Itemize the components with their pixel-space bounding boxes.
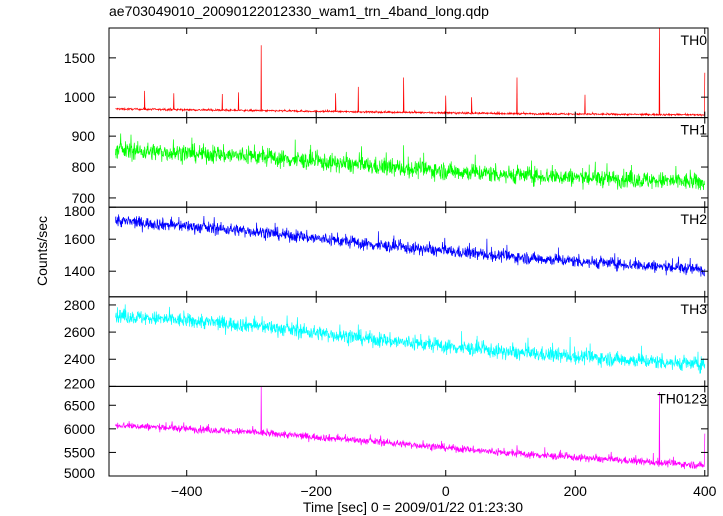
x-tick-label: 200 xyxy=(564,483,588,499)
panel-label-th0123: TH0123 xyxy=(657,390,707,406)
y-tick-label: 5500 xyxy=(64,444,95,460)
panel-th0: 1000 1500 TH0 xyxy=(64,27,709,119)
x-tick-label: −200 xyxy=(300,483,332,499)
x-axis: −400 −200 0 200 400 xyxy=(171,483,717,499)
series-line-th2 xyxy=(115,214,706,277)
panel-th2: 1400 1600 1800 TH2 xyxy=(64,203,709,298)
y-tick-label: 2200 xyxy=(64,375,95,391)
panel-th3: 2200 2400 2600 2800 TH3 xyxy=(64,296,709,391)
y-tick-label: 900 xyxy=(72,128,96,144)
y-tick-label: 2400 xyxy=(64,351,95,367)
series-line-th0 xyxy=(115,28,706,117)
x-tick-label: 400 xyxy=(693,483,717,499)
panel-label-th0: TH0 xyxy=(681,32,708,48)
series-line-th0123 xyxy=(115,386,706,470)
y-tick-label: 2600 xyxy=(64,324,95,340)
y-tick-label: 1400 xyxy=(64,263,95,279)
panels: 1000 1500 TH0 700 800 900 TH1 1400 1600 1800 TH2 22… xyxy=(64,27,709,481)
y-tick-label: 1800 xyxy=(64,203,95,219)
series-line-th3 xyxy=(115,304,706,374)
y-tick-label: 800 xyxy=(72,159,96,175)
y-axis-label: Counts/sec xyxy=(34,216,50,286)
y-tick-label: 2800 xyxy=(64,297,95,313)
panel-th0123: 5000 5500 6000 6500 TH0123 xyxy=(64,385,709,481)
y-tick-label: 1600 xyxy=(64,231,95,247)
x-axis-label: Time [sec] 0 = 2009/01/22 01:23:30 xyxy=(303,499,523,515)
panel-label-th1: TH1 xyxy=(681,122,708,138)
y-tick-label: 5000 xyxy=(64,465,95,481)
x-tick-label: 0 xyxy=(442,483,450,499)
panel-frame xyxy=(108,206,709,298)
panel-frame xyxy=(108,385,709,477)
chart-title: ae703049010_20090122012330_wam1_trn_4ban… xyxy=(109,3,489,19)
panel-label-th2: TH2 xyxy=(681,211,708,227)
y-tick-label: 700 xyxy=(72,190,96,206)
panel-label-th3: TH3 xyxy=(681,301,708,317)
panel-frame xyxy=(108,27,709,119)
panel-th1: 700 800 900 TH1 xyxy=(72,117,709,208)
y-tick-label: 6500 xyxy=(64,397,95,413)
y-tick-label: 1000 xyxy=(64,89,95,105)
y-tick-label: 6000 xyxy=(64,421,95,437)
x-tick-label: −400 xyxy=(171,483,203,499)
series-line-th1 xyxy=(115,133,706,191)
y-tick-label: 1500 xyxy=(64,50,95,66)
